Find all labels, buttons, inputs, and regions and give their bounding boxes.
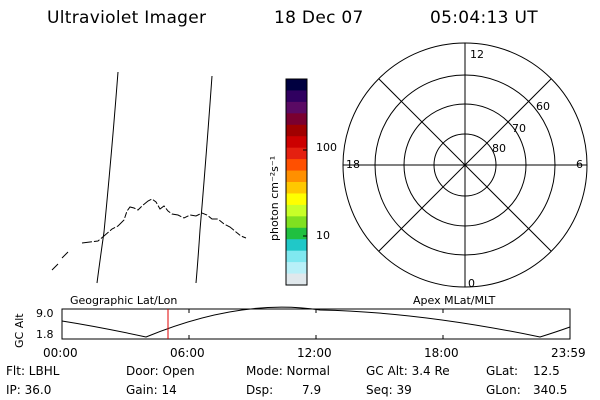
colorbar-segment <box>286 147 307 160</box>
colorbar-segment <box>286 273 307 286</box>
glat-value: 12.5 <box>533 364 560 378</box>
glat-label: GLat: <box>486 364 519 378</box>
colorbar-segment <box>286 136 307 149</box>
colorbar-segment <box>286 124 307 137</box>
filter-readout: Flt: LBHL <box>6 364 60 378</box>
time-tick-0600: 06:00 <box>170 346 205 360</box>
dsp-label: Dsp: <box>246 383 274 397</box>
colorbar-segment <box>286 262 307 275</box>
mlt-label-6: 6 <box>576 158 583 171</box>
colorbar-frame <box>285 78 308 286</box>
colorbar-segment <box>286 250 307 263</box>
coastline <box>51 198 247 271</box>
altitude-curve <box>61 306 571 338</box>
time-tick-1200: 12:00 <box>297 346 332 360</box>
time-tick-2359: 23:59 <box>551 346 586 360</box>
colorbar-segment <box>286 170 307 183</box>
colorbar-unit-label: photon cm⁻²s⁻¹ <box>268 156 281 241</box>
mlat-label-60: 60 <box>536 100 550 113</box>
colorbar-segment <box>286 90 307 103</box>
geographic-map <box>51 71 247 284</box>
door-readout: Door: Open <box>126 364 195 378</box>
instrument-title: Ultraviolet Imager <box>47 8 207 28</box>
colorbar-segment <box>286 182 307 195</box>
colorbar-segment <box>286 216 307 229</box>
dsp-value: 7.9 <box>302 383 322 397</box>
time-tick-0000: 00:00 <box>43 346 78 360</box>
gc-alt-tick-bottom: 1.8 <box>36 328 54 341</box>
timeline-ticks <box>188 309 444 339</box>
mlt-label-12: 12 <box>470 48 484 61</box>
colorbar-segment <box>286 113 307 126</box>
polar-diag-2 <box>378 78 552 252</box>
time-label: 05:04:13 UT <box>430 8 538 28</box>
colorbar <box>285 78 308 286</box>
mlat-label-80: 80 <box>492 142 506 155</box>
mlat-label-70: 70 <box>512 122 526 135</box>
mlt-label-18: 18 <box>346 158 360 171</box>
map-grid-line-left <box>96 71 119 284</box>
ip-readout: IP: 36.0 <box>6 383 52 397</box>
time-tick-1800: 18:00 <box>424 346 459 360</box>
map-grid-line-right <box>195 75 213 284</box>
altitude-timeline-frame <box>61 308 571 340</box>
colorbar-segment <box>286 204 307 217</box>
gc-alt-axis-label: GC Alt <box>13 313 26 348</box>
gain-readout: Gain: 14 <box>126 383 177 397</box>
colorbar-segment <box>286 159 307 172</box>
mode-readout: Mode: Normal <box>246 364 330 378</box>
glon-value: 340.5 <box>533 383 568 397</box>
gc-alt-readout: GC Alt: 3.4 Re <box>366 364 450 378</box>
seq-readout: Seq: 39 <box>366 383 412 397</box>
date-label: 18 Dec 07 <box>274 8 364 28</box>
geographic-coords-label: Geographic Lat/Lon <box>70 294 177 307</box>
mlt-label-0: 0 <box>468 277 475 290</box>
colorbar-tick-100: 100 <box>316 141 337 154</box>
colorbar-segment <box>286 239 307 252</box>
colorbar-segment <box>286 193 307 206</box>
polar-plot <box>342 42 588 288</box>
glon-label: GLon: <box>486 383 521 397</box>
colorbar-tick-10: 10 <box>316 229 330 242</box>
colorbar-segment <box>286 101 307 114</box>
apex-coords-label: Apex MLat/MLT <box>413 294 496 307</box>
colorbar-segment <box>286 227 307 240</box>
gc-alt-tick-top: 9.0 <box>36 307 54 320</box>
colorbar-segment <box>286 79 307 92</box>
